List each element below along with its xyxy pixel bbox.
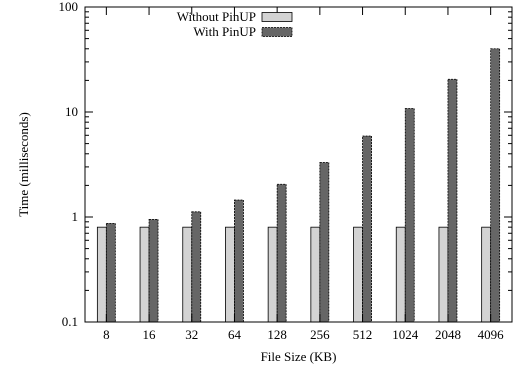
x-tick-label: 4096 [478,327,505,342]
x-tick-label: 128 [267,327,287,342]
x-tick-label: 2048 [435,327,461,342]
bar-with-pinup [447,78,458,323]
x-tick-label: 16 [143,327,157,342]
bar-without-pinup [481,226,492,323]
bar-with-pinup [105,222,116,323]
y-tick-label: 100 [59,0,79,14]
plot-frame [84,6,513,323]
bar-without-pinup [310,226,321,323]
bar-with-pinup [234,199,244,323]
legend-label: With PinUP [193,24,256,39]
axis-ticks: 0.1 1 10 100 8 16 32 64 128 256 512 1024 2048 4096 [59,0,512,342]
bar-without-pinup [182,226,193,323]
bar-with-pinup [319,162,330,323]
bar-without-pinup [353,226,363,323]
legend-label: Without PinUP [177,9,256,24]
bar-without-pinup [96,226,107,323]
bar-without-pinup [139,226,150,323]
bar-with-pinup [148,218,159,323]
legend-swatch [261,12,293,22]
bar-with-pinup [276,183,287,323]
bar-without-pinup [267,226,278,323]
x-tick-label: 32 [185,327,198,342]
bar-with-pinup [362,135,372,323]
x-axis-title: File Size (KB) [261,349,337,364]
x-tick-label: 512 [353,327,373,342]
y-tick-label: 0.1 [62,314,78,329]
x-tick-label: 256 [310,327,330,342]
bars [96,48,501,323]
y-tick-label: 10 [65,104,78,119]
bar-with-pinup [404,108,415,323]
x-tick-label: 8 [103,327,110,342]
bar-with-pinup [191,211,202,323]
x-tick-label: 1024 [392,327,419,342]
bar-with-pinup [490,48,501,323]
x-tick-label: 64 [228,327,242,342]
y-tick-label: 1 [72,209,79,224]
bar-without-pinup [225,226,235,323]
legend-swatch [261,27,293,37]
bar-without-pinup [395,226,406,323]
y-axis-title: Time (milliseconds) [16,112,31,217]
bar-without-pinup [438,226,449,323]
